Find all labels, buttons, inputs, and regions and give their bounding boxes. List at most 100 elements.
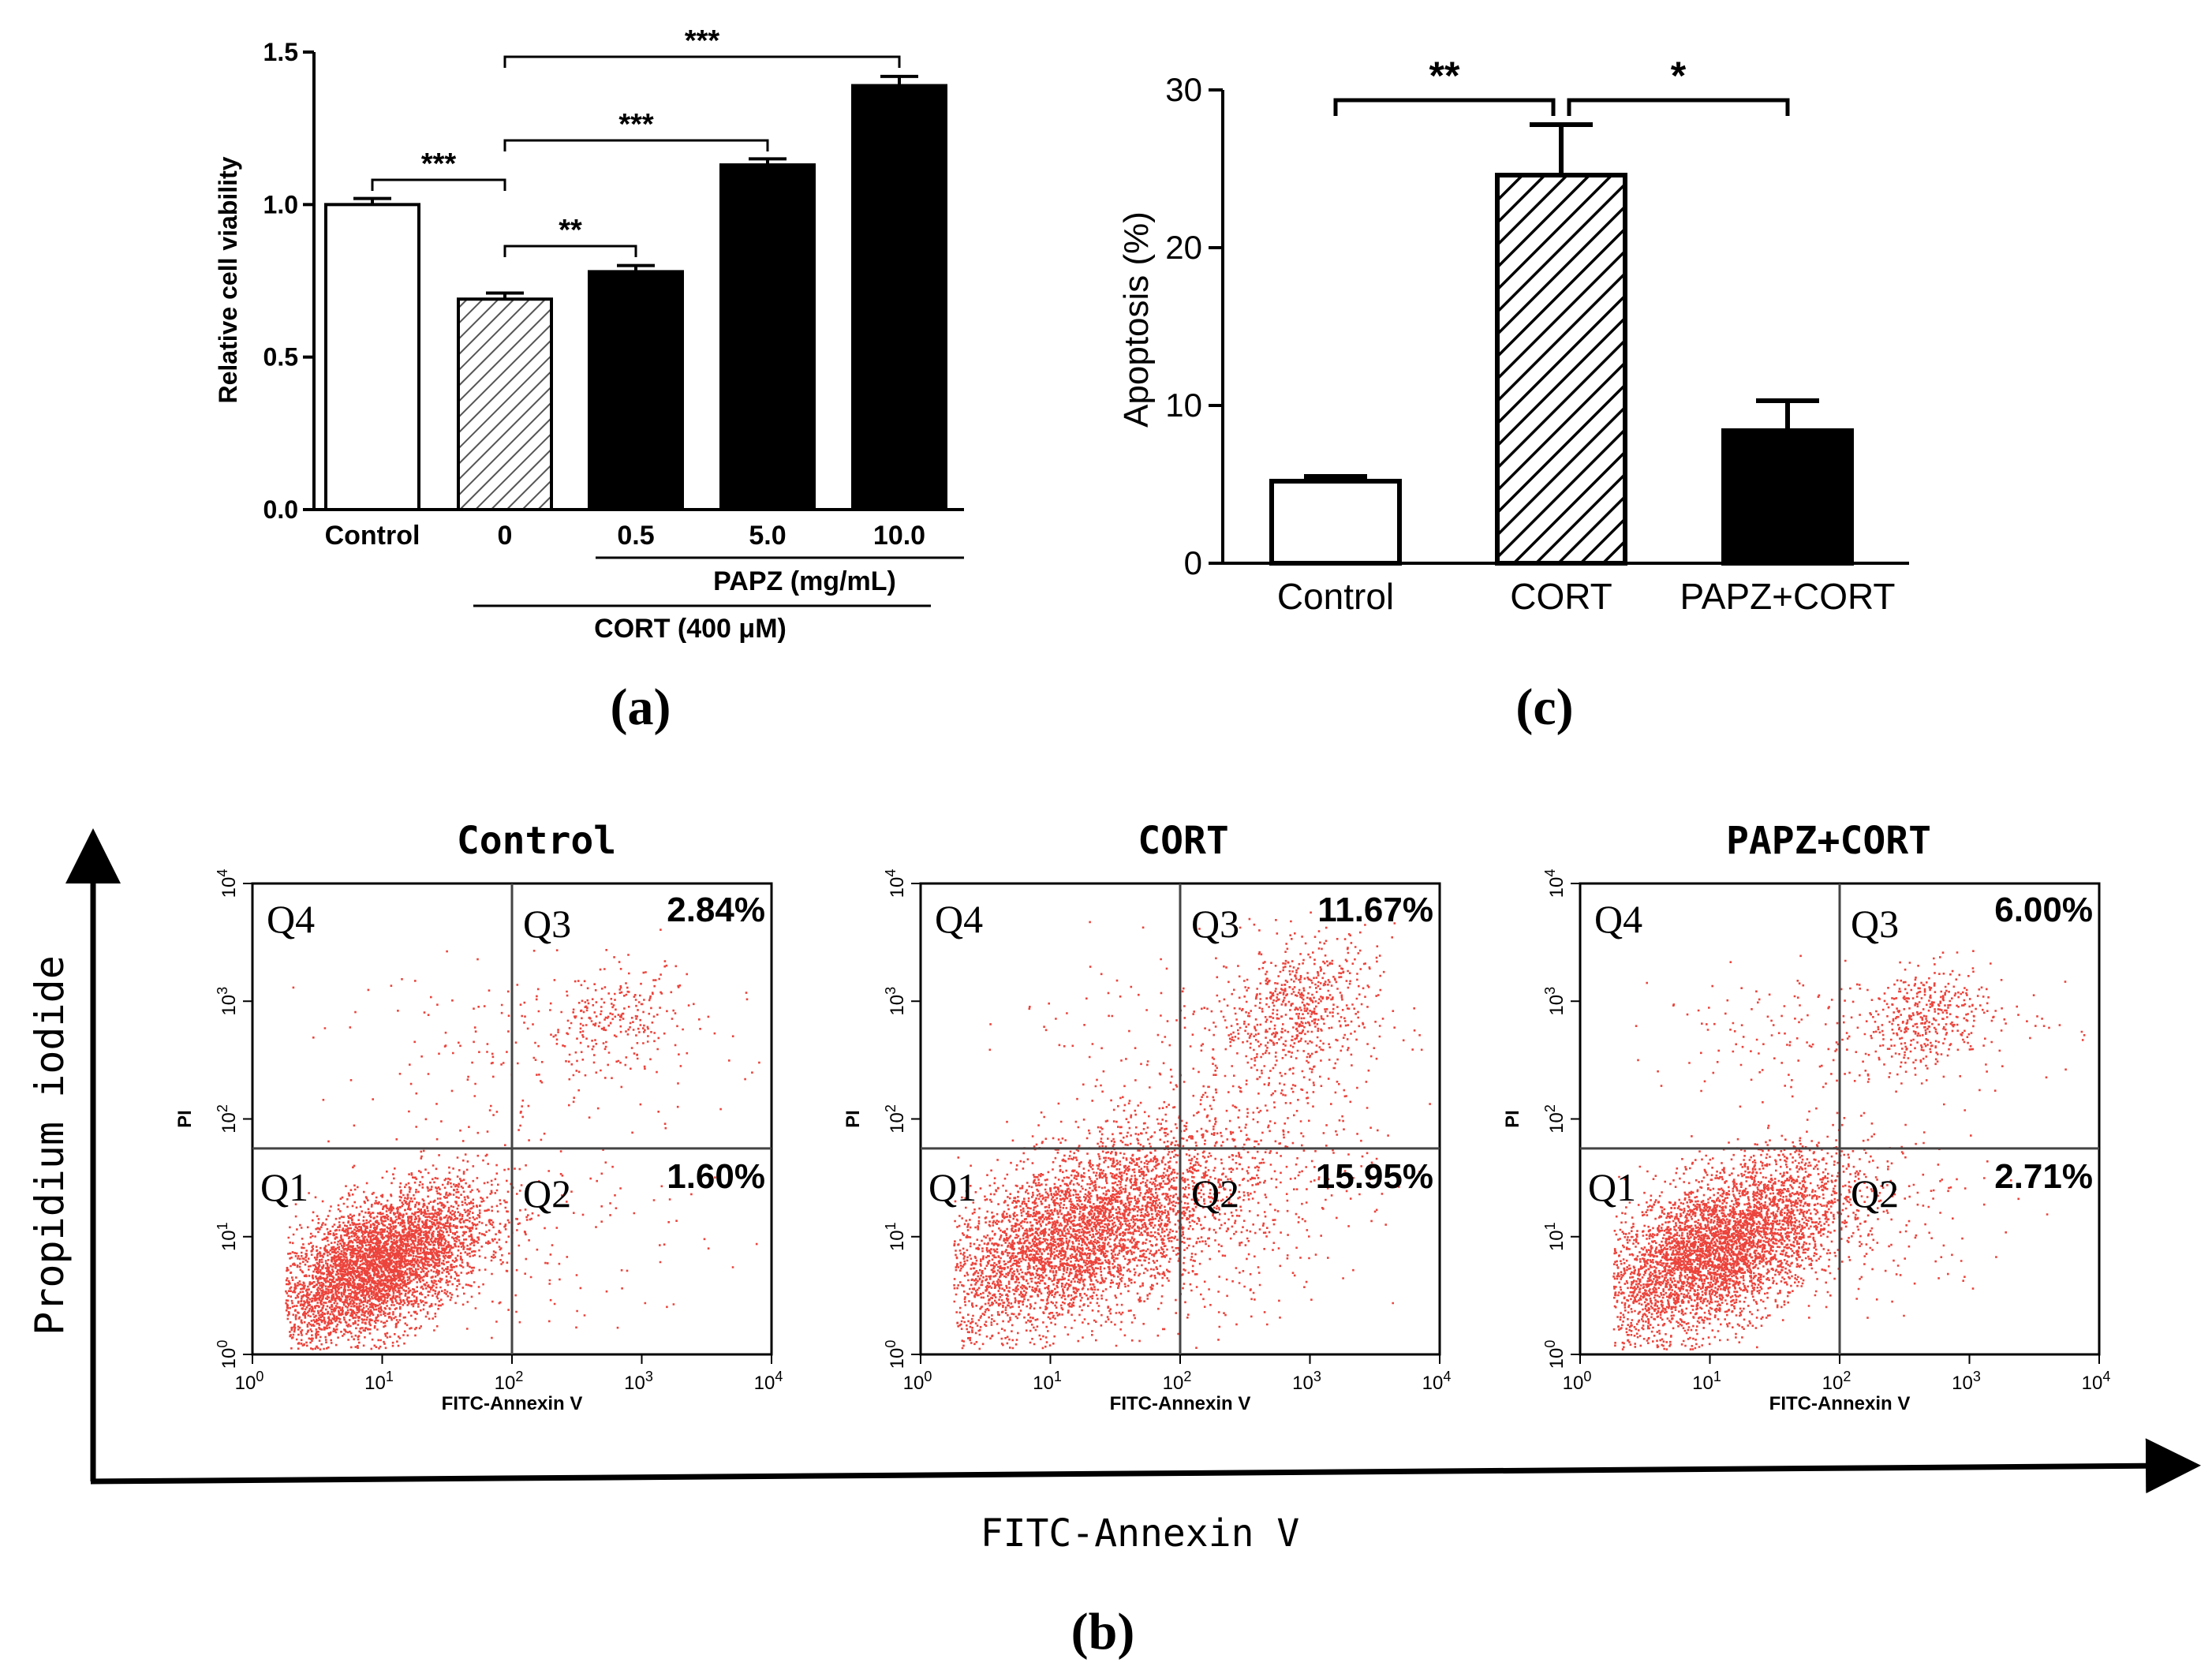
a-category-label-0: Control <box>325 521 420 551</box>
y-tick-label: 103 <box>215 987 240 1016</box>
x-tick-label: 104 <box>1422 1369 1452 1394</box>
a-bar-2 <box>588 270 684 511</box>
outer-x-label: FITC-Annexin V <box>981 1511 1300 1556</box>
q3-percent: 11.67% <box>1317 891 1433 929</box>
x-tick-label: 101 <box>364 1369 394 1394</box>
y-tick-label: 103 <box>1542 987 1567 1016</box>
a-y-tick-label: 0.5 <box>263 343 298 372</box>
x-tick-base: 10 <box>1822 1373 1844 1394</box>
flow-plot-title: CORT <box>1138 819 1229 863</box>
y-tick-exponent: 0 <box>215 1340 230 1348</box>
y-tick-base: 10 <box>1546 1112 1567 1134</box>
x-tick-exponent: 4 <box>775 1369 783 1384</box>
q2-percent: 1.60% <box>667 1157 765 1196</box>
panel-b-flow-cytometry: 100100101101102102103103104104FITC-Annex… <box>27 819 2201 1660</box>
a-bar-0 <box>324 203 420 511</box>
x-tick-base: 10 <box>903 1373 925 1394</box>
y-tick-label: 101 <box>1542 1222 1567 1251</box>
q2-percent: 2.71% <box>1994 1157 2093 1196</box>
y-tick-exponent: 4 <box>883 869 899 877</box>
a-sig-bracket-0 <box>371 178 506 191</box>
y-tick-base: 10 <box>1546 995 1567 1016</box>
c-sig-bracket-1 <box>1567 98 1790 116</box>
flow-plot-events <box>285 928 760 1350</box>
c-y-tick-label: 0 <box>1184 544 1202 581</box>
y-tick-base: 10 <box>219 1112 240 1134</box>
y-tick-label: 104 <box>1542 869 1567 898</box>
q2-label: Q2 <box>1851 1171 1899 1216</box>
a-panel-label: (a) <box>611 678 671 736</box>
x-tick-base: 10 <box>1163 1373 1184 1394</box>
x-tick-base: 10 <box>1952 1373 1973 1394</box>
panel-a-labels: 0.0 0.5 1.0 1.5 Relative cell viability Contr… <box>214 38 925 736</box>
y-tick-exponent: 0 <box>883 1340 899 1348</box>
flow-x-axis-label: FITC-Annexin V <box>442 1393 583 1414</box>
c-category-label-1: CORT <box>1510 576 1612 617</box>
c-category-label-0: Control <box>1277 576 1394 617</box>
y-tick-exponent: 0 <box>1542 1340 1558 1348</box>
y-tick-exponent: 2 <box>215 1104 230 1112</box>
y-tick-label: 103 <box>883 987 908 1016</box>
x-tick-base: 10 <box>624 1373 645 1394</box>
q3-label: Q3 <box>1851 902 1899 946</box>
x-tick-label: 102 <box>1822 1369 1851 1394</box>
a-sig-bracket-1 <box>503 245 637 257</box>
a-sig-label-2: *** <box>618 108 654 141</box>
a-sig-label-3: *** <box>685 24 720 58</box>
x-tick-label: 103 <box>1952 1369 1981 1394</box>
y-tick-exponent: 3 <box>215 987 230 995</box>
y-tick-label: 100 <box>1542 1340 1567 1369</box>
flow-y-axis-label: PI <box>843 1110 864 1128</box>
c-y-axis-label: Apoptosis (%) <box>1117 211 1156 428</box>
flow-plot-3: 100100101101102102103103104104FITC-Annex… <box>1502 819 2110 1414</box>
panel-b-labels: Propidium iodide FITC-Annexin V (b) <box>27 955 1299 1660</box>
a-papz-group-label: PAPZ (mg/mL) <box>713 566 896 596</box>
y-tick-exponent: 2 <box>1542 1104 1558 1112</box>
a-y-tick-label: 0.0 <box>263 495 298 524</box>
q3-percent: 2.84% <box>667 891 765 929</box>
a-bar-1 <box>457 297 553 511</box>
x-tick-exponent: 4 <box>1443 1369 1451 1384</box>
x-tick-exponent: 3 <box>1973 1369 1981 1384</box>
a-sig-bracket-2 <box>503 139 769 151</box>
panel-a-significance: *********** <box>371 24 901 257</box>
x-tick-label: 103 <box>624 1369 653 1394</box>
y-tick-label: 100 <box>883 1340 908 1369</box>
panel-c-significance: ** * <box>1333 54 1790 116</box>
x-tick-label: 104 <box>2082 1369 2111 1394</box>
x-tick-exponent: 2 <box>1843 1369 1851 1384</box>
y-tick-base: 10 <box>1546 1348 1567 1369</box>
y-tick-exponent: 3 <box>1542 987 1558 995</box>
c-bar-2 <box>1721 428 1854 566</box>
x-tick-base: 10 <box>1563 1373 1584 1394</box>
y-tick-exponent: 4 <box>215 869 230 877</box>
x-tick-exponent: 0 <box>256 1369 263 1384</box>
a-cort-group-label: CORT (400 μM) <box>594 614 787 644</box>
c-y-tick-label: 10 <box>1165 387 1202 424</box>
x-tick-label: 102 <box>495 1369 524 1394</box>
c-sig-label-1: * <box>1671 54 1687 98</box>
x-tick-base: 10 <box>364 1373 386 1394</box>
y-tick-base: 10 <box>887 995 908 1016</box>
x-tick-base: 10 <box>495 1373 516 1394</box>
flow-x-axis-label: FITC-Annexin V <box>1110 1393 1251 1414</box>
c-panel-label: (c) <box>1515 678 1573 736</box>
flow-y-axis-label: PI <box>174 1110 196 1128</box>
q2-label: Q2 <box>1191 1171 1239 1216</box>
y-tick-exponent: 1 <box>883 1222 899 1230</box>
panel-c-labels: 0 10 20 30 Apoptosis (%) Control CORT PAPZ+CORT… <box>1117 71 1896 736</box>
a-sig-bracket-3 <box>503 55 901 68</box>
y-tick-label: 101 <box>883 1222 908 1251</box>
x-tick-exponent: 1 <box>1054 1369 1062 1384</box>
x-tick-label: 103 <box>1292 1369 1321 1394</box>
x-tick-label: 102 <box>1163 1369 1192 1394</box>
x-tick-exponent: 2 <box>1183 1369 1191 1384</box>
y-tick-base: 10 <box>219 877 240 898</box>
c-sig-bracket-0 <box>1333 98 1556 116</box>
panel-c-bars <box>1269 122 1854 566</box>
y-tick-label: 102 <box>883 1104 908 1134</box>
y-tick-label: 102 <box>215 1104 240 1134</box>
